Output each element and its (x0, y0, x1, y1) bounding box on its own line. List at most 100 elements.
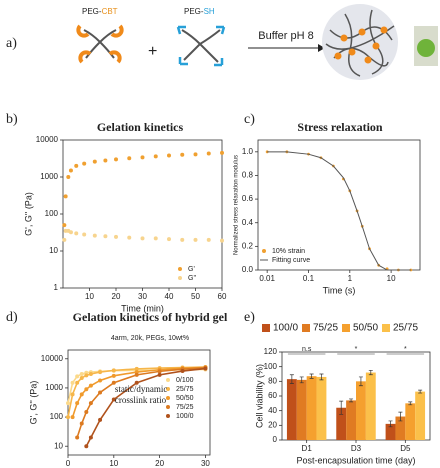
x-tick-label: 10 (85, 292, 94, 301)
legend-swatch (166, 405, 170, 409)
data-point (69, 168, 73, 172)
data-point (71, 392, 75, 396)
bar (415, 392, 425, 440)
data-point (93, 234, 97, 238)
data-point (141, 236, 145, 240)
data-point (180, 153, 184, 157)
legend-label: G'' (188, 275, 196, 282)
legend-label: 0/100 (176, 377, 194, 384)
legend-label: 50/50 (176, 395, 194, 402)
legend-label: 50/50 (353, 323, 378, 334)
data-point (207, 238, 211, 242)
data-point (75, 435, 79, 439)
x-tick-label: 0 (66, 459, 71, 468)
bar (307, 376, 317, 440)
figure: a) PEG-CBT + PEG-SH Buffer pH 8 b)Gelati… (0, 0, 440, 468)
x-tick-label: 1 (348, 274, 353, 283)
data-point (103, 234, 107, 238)
data-point (135, 373, 139, 377)
y-tick-label: 10000 (41, 354, 64, 363)
y-axis-label: Normalized stress relaxation modulus (234, 155, 240, 255)
data-point (80, 372, 84, 376)
y-tick-label: 1 (54, 283, 59, 292)
reagent-prefix: PEG- (82, 7, 102, 16)
data-point (75, 401, 79, 405)
chart-title: Gelation kinetics of hybrid gel (73, 310, 228, 324)
gel-network-icon (322, 4, 398, 80)
x-tick-label: 10 (387, 274, 396, 283)
data-point (154, 236, 158, 240)
legend-swatch (178, 267, 182, 271)
data-point (89, 435, 93, 439)
y-tick-label: 1.0 (242, 147, 254, 156)
data-point (167, 237, 171, 241)
annotation: crosslink ratio (115, 395, 167, 405)
data-point (112, 374, 116, 378)
y-tick-label: 10 (54, 441, 63, 450)
data-point (203, 367, 207, 371)
bar (346, 400, 356, 440)
vial-photo (414, 26, 438, 66)
legend-label: 75/25 (313, 323, 338, 334)
reagent-prefix: PEG- (184, 7, 204, 16)
data-point (64, 194, 68, 198)
data-point (154, 154, 158, 158)
panel: e)020406080100120Post-encapsulation time… (244, 310, 430, 465)
data-point (127, 156, 131, 160)
y-tick-label: 1000 (40, 172, 58, 181)
data-point (220, 239, 224, 243)
data-point (80, 376, 84, 380)
data-point (71, 415, 75, 419)
legend-swatch (178, 276, 182, 280)
data-point (66, 401, 70, 405)
panel-label: a) (6, 36, 17, 51)
x-tick-label: 30 (201, 459, 210, 468)
y-axis-label: G', G'' (Pa) (28, 381, 38, 425)
y-axis-label: G', G'' (Pa) (23, 192, 33, 236)
data-point (93, 160, 97, 164)
x-tick-label: 20 (155, 459, 164, 468)
x-axis-label: Post-encapsulation time (day) (296, 455, 415, 465)
data-point (82, 162, 86, 166)
reaction-arrow (248, 44, 325, 52)
y-tick-label: 20 (268, 420, 277, 429)
legend-label: 100/0 (176, 413, 194, 420)
data-point (127, 236, 131, 240)
data-point (82, 232, 86, 236)
peg-cbt-icon (78, 26, 121, 62)
significance-label: * (404, 346, 407, 353)
data-point (75, 374, 79, 378)
data-point (220, 151, 224, 155)
y-tick-label: 0.8 (242, 171, 254, 180)
annotation: static/dynamic (115, 384, 167, 394)
legend-swatch (262, 249, 266, 253)
y-tick-label: 1000 (45, 383, 63, 392)
legend-swatch (166, 396, 170, 400)
data-point (89, 372, 93, 376)
data-point (84, 410, 88, 414)
chart-subtitle: 4arm, 20k, PEGs, 10wt% (111, 335, 189, 342)
panel-label: b) (6, 112, 18, 127)
data-point (114, 235, 118, 239)
significance-label: * (355, 346, 358, 353)
x-tick-label: D5 (400, 444, 411, 453)
bar (366, 373, 376, 440)
significance-label: n.s (302, 346, 312, 353)
bar (317, 377, 327, 440)
y-axis-label: Cell viability (%) (254, 364, 264, 428)
y-tick-label: 0.6 (242, 194, 254, 203)
x-tick-label: 40 (165, 292, 174, 301)
y-tick-label: 100 (45, 209, 59, 218)
y-tick-label: 100 (50, 412, 64, 421)
x-tick-label: 30 (138, 292, 147, 301)
x-tick-label: 0.01 (259, 274, 275, 283)
reagent-label: PEG-SH (184, 7, 215, 16)
plus-sign: + (148, 43, 157, 60)
y-tick-label: 0.4 (242, 218, 254, 227)
legend-label: 10% strain (272, 248, 305, 255)
y-tick-label: 60 (268, 391, 277, 400)
data-point (98, 370, 102, 374)
legend-label: G' (188, 266, 195, 273)
y-tick-label: 10 (49, 246, 58, 255)
